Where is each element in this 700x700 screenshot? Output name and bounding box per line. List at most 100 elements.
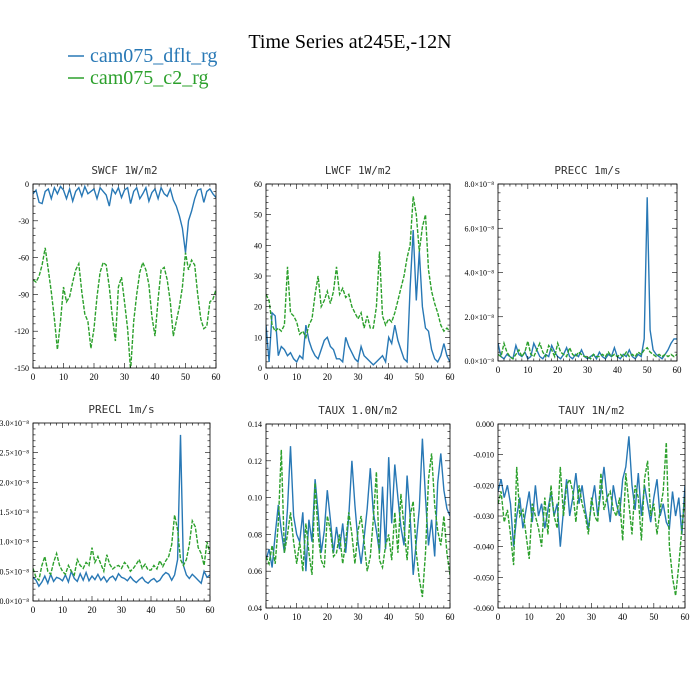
plot-frame xyxy=(497,423,686,609)
series-line-cam075_c2_rg xyxy=(498,442,685,596)
y-tick-label: -90 xyxy=(18,290,29,299)
panel-title: LWCF 1W/m2 xyxy=(325,164,391,177)
y-tick-label: -0.010 xyxy=(473,451,494,460)
series-line-cam075_dflt_rg xyxy=(266,438,450,575)
x-tick-label: 40 xyxy=(613,365,623,375)
series-line-cam075_c2_rg xyxy=(33,247,216,368)
x-tick-label: 60 xyxy=(681,612,691,622)
series-line-cam075_dflt_rg xyxy=(266,229,450,366)
y-tick-label: 30 xyxy=(254,272,262,281)
x-tick-label: 50 xyxy=(176,605,186,615)
x-tick-label: 40 xyxy=(618,612,628,622)
y-tick-label: 0.0×10⁻⁸ xyxy=(0,597,29,606)
y-tick-label: 0.5×10⁻⁸ xyxy=(0,567,29,576)
plot-frame xyxy=(265,183,451,369)
x-tick-label: 60 xyxy=(673,365,683,375)
y-tick-label: 2.0×10⁻⁸ xyxy=(464,313,494,322)
x-tick-label: 50 xyxy=(181,372,191,382)
series-line-cam075_c2_rg xyxy=(266,449,450,598)
x-tick-label: 10 xyxy=(58,605,68,615)
x-tick-label: 50 xyxy=(415,612,425,622)
x-tick-label: 30 xyxy=(583,365,593,375)
y-tick-label: -0.060 xyxy=(473,604,494,613)
y-tick-label: 6.0×10⁻⁸ xyxy=(464,224,494,233)
y-tick-label: 0.000 xyxy=(476,420,494,429)
panel-title: TAUY 1N/m2 xyxy=(558,404,624,417)
x-tick-label: 60 xyxy=(212,372,222,382)
y-tick-label: 0 xyxy=(25,180,29,189)
series-line-cam075_dflt_rg xyxy=(498,197,677,361)
x-tick-label: 60 xyxy=(206,605,216,615)
y-tick-label: -0.050 xyxy=(473,573,494,582)
x-tick-label: 30 xyxy=(117,605,127,615)
y-tick-label: -30 xyxy=(18,217,29,226)
chart-panel: LWCF 1W/m2 0 10 20 30 40 50 60 0 10 20 30 40 50 60 xyxy=(254,164,455,382)
x-tick-label: 10 xyxy=(292,612,302,622)
y-tick-label: 0.14 xyxy=(248,420,262,429)
panels: SWCF 1W/m2 0 10 20 30 40 50 60 0 -30 -60 -90 -120 -15… xyxy=(0,164,690,622)
y-tick-label: 4.0×10⁻⁸ xyxy=(464,269,494,278)
y-tick-label: 0.06 xyxy=(248,567,262,576)
x-tick-label: 20 xyxy=(90,372,100,382)
x-tick-label: 0 xyxy=(264,612,269,622)
y-tick-label: 3.0×10⁻⁸ xyxy=(0,419,29,428)
panel-title: PRECL 1m/s xyxy=(88,403,154,416)
chart-panel: PRECL 1m/s 0 10 20 30 40 50 60 0.0×10⁻⁸ 0.5×10⁻⁸ 1… xyxy=(0,403,215,615)
x-tick-label: 30 xyxy=(354,372,364,382)
y-tick-label: 2.0×10⁻⁸ xyxy=(0,478,29,487)
x-tick-label: 40 xyxy=(151,372,161,382)
x-tick-label: 20 xyxy=(323,612,333,622)
series-line-cam075_c2_rg xyxy=(498,340,677,360)
series-line-cam075_dflt_rg xyxy=(33,434,210,588)
x-tick-label: 0 xyxy=(31,372,36,382)
chart-panel: SWCF 1W/m2 0 10 20 30 40 50 60 0 -30 -60 -90 -120 -15… xyxy=(14,164,221,382)
series-line-cam075_c2_rg xyxy=(33,514,210,582)
x-tick-label: 20 xyxy=(323,372,333,382)
x-tick-label: 50 xyxy=(415,372,425,382)
legend-label: cam075_dflt_rg xyxy=(90,45,217,67)
x-tick-label: 10 xyxy=(525,612,535,622)
x-tick-label: 40 xyxy=(147,605,157,615)
y-tick-label: 10 xyxy=(254,333,262,342)
y-tick-label: 0.08 xyxy=(248,530,262,539)
plot-frame xyxy=(32,183,217,369)
x-tick-label: 50 xyxy=(649,612,659,622)
y-tick-label: -0.040 xyxy=(473,543,494,552)
legend-label: cam075_c2_rg xyxy=(90,67,209,89)
chart-panel: PRECC 1m/s 0 10 20 30 40 50 60 0.0×10⁻⁸ 2.0×10⁻⁸ 4… xyxy=(464,164,682,375)
panel-title: PRECC 1m/s xyxy=(554,164,620,177)
x-tick-label: 10 xyxy=(523,365,533,375)
x-tick-label: 0 xyxy=(31,605,36,615)
x-tick-label: 60 xyxy=(446,372,456,382)
x-tick-label: 30 xyxy=(120,372,130,382)
y-tick-label: 2.5×10⁻⁸ xyxy=(0,449,29,458)
x-tick-label: 30 xyxy=(354,612,364,622)
y-tick-label: 0.10 xyxy=(248,494,262,503)
x-tick-label: 20 xyxy=(88,605,98,615)
x-tick-label: 20 xyxy=(556,612,566,622)
y-tick-label: 1.5×10⁻⁸ xyxy=(0,508,29,517)
x-tick-label: 0 xyxy=(496,365,501,375)
y-tick-label: 20 xyxy=(254,303,262,312)
y-tick-label: 0.04 xyxy=(248,604,262,613)
x-tick-label: 10 xyxy=(292,372,302,382)
y-tick-label: 40 xyxy=(254,241,262,250)
y-tick-label: -120 xyxy=(14,327,29,336)
series-line-cam075_c2_rg xyxy=(266,196,450,340)
x-tick-label: 50 xyxy=(643,365,653,375)
x-tick-label: 30 xyxy=(587,612,597,622)
y-tick-label: 1.0×10⁻⁸ xyxy=(0,538,29,547)
y-tick-label: 60 xyxy=(254,180,262,189)
y-tick-label: 50 xyxy=(254,211,262,220)
x-tick-label: 20 xyxy=(553,365,563,375)
panel-title: TAUX 1.0N/m2 xyxy=(318,404,397,417)
figure-title: Time Series at245E,-12N xyxy=(248,31,451,53)
chart-panel: TAUX 1.0N/m2 0 10 20 30 40 50 60 0.04 0.06 0.08 0.1… xyxy=(248,404,455,622)
y-tick-label: 8.0×10⁻⁸ xyxy=(464,180,494,189)
x-tick-label: 40 xyxy=(384,372,394,382)
y-tick-label: -60 xyxy=(18,254,29,263)
y-tick-label: 0.12 xyxy=(248,457,262,466)
